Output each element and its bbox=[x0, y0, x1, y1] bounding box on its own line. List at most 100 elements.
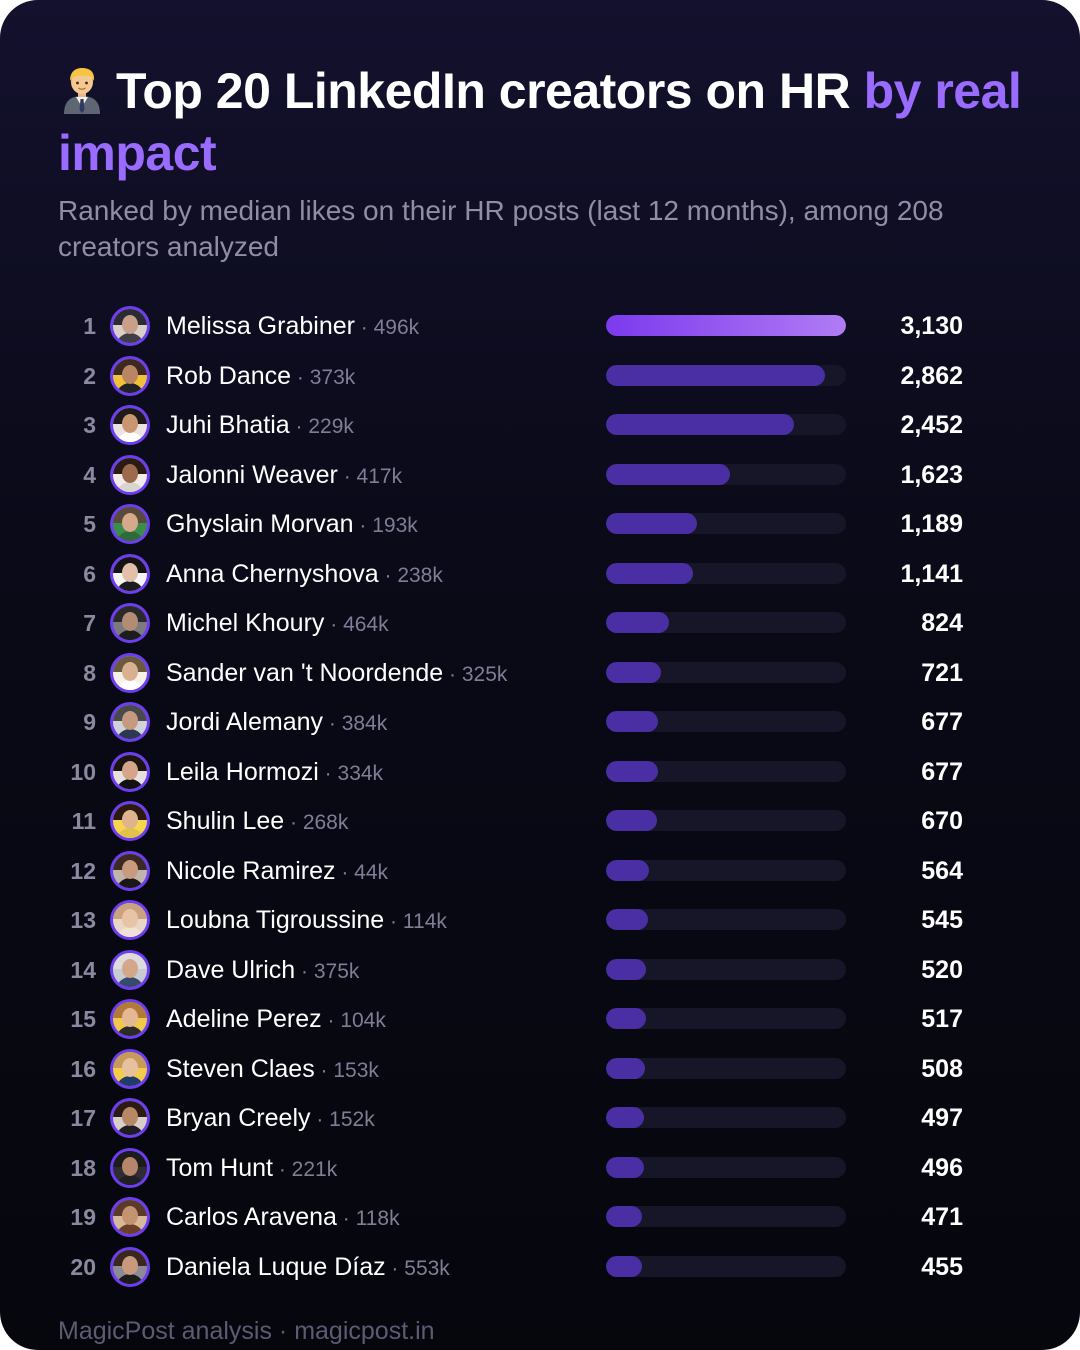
bar-track bbox=[606, 464, 846, 485]
follower-count: 464k bbox=[343, 613, 389, 636]
bar-track bbox=[606, 414, 846, 435]
bar-fill bbox=[606, 563, 693, 584]
follower-count: 384k bbox=[341, 712, 388, 735]
bar-track bbox=[606, 365, 846, 386]
separator-dot: · bbox=[310, 1108, 330, 1131]
separator-dot: · bbox=[384, 910, 403, 933]
rank-number: 19 bbox=[70, 1204, 96, 1230]
rank-number: 16 bbox=[70, 1056, 96, 1082]
creator-avatar bbox=[110, 702, 150, 742]
creator-avatar bbox=[110, 653, 150, 693]
bar-fill bbox=[606, 810, 657, 831]
median-likes-value: 471 bbox=[921, 1203, 963, 1231]
creator-name: Bryan Creely bbox=[166, 1104, 311, 1132]
median-likes-value: 2,862 bbox=[900, 362, 963, 390]
bar-fill bbox=[606, 414, 794, 435]
creator-avatar bbox=[110, 1098, 150, 1138]
rank-number: 15 bbox=[70, 1006, 96, 1032]
separator-dot: · bbox=[318, 762, 338, 785]
bar-fill bbox=[606, 662, 661, 683]
creator-name: Juhi Bhatia bbox=[166, 411, 290, 439]
separator-dot: · bbox=[337, 465, 357, 488]
bar-fill bbox=[606, 315, 846, 336]
bar-track bbox=[606, 1157, 846, 1178]
creator-avatar bbox=[110, 752, 150, 792]
bar-track bbox=[606, 513, 846, 534]
separator-dot: · bbox=[291, 366, 310, 389]
median-likes-value: 508 bbox=[921, 1055, 963, 1083]
creator-row: 6 Anna Chernyshova · 238k 1,141 bbox=[0, 552, 1080, 596]
creator-name: Steven Claes bbox=[166, 1055, 315, 1083]
bar-fill bbox=[606, 513, 697, 534]
follower-count: 496k bbox=[373, 316, 420, 339]
rank-number: 11 bbox=[71, 808, 96, 834]
bar-track bbox=[606, 761, 846, 782]
creator-name: Jordi Alemany bbox=[166, 708, 324, 736]
creator-row: 19 Carlos Aravena · 118k 471 bbox=[0, 1195, 1080, 1239]
follower-count: 238k bbox=[397, 564, 443, 587]
median-likes-value: 1,189 bbox=[900, 510, 963, 538]
bar-fill bbox=[606, 1206, 642, 1227]
page-title: Top 20 LinkedIn creators on HR by real i… bbox=[58, 60, 1038, 184]
creator-avatar bbox=[110, 356, 150, 396]
creator-name: Loubna Tigroussine bbox=[166, 906, 385, 934]
bar-fill bbox=[606, 464, 730, 485]
creator-name: Shulin Lee bbox=[166, 807, 285, 835]
creator-name: Tom Hunt bbox=[166, 1154, 273, 1182]
bar-fill bbox=[606, 1107, 644, 1128]
separator-dot: · bbox=[324, 613, 344, 636]
creator-row: 7 Michel Khoury · 464k 824 bbox=[0, 601, 1080, 645]
follower-count: 152k bbox=[329, 1108, 375, 1131]
page-subtitle: Ranked by median likes on their HR posts… bbox=[58, 195, 944, 262]
bar-fill bbox=[606, 1157, 644, 1178]
follower-count: 375k bbox=[313, 960, 360, 983]
title-highlight-text: by real impact bbox=[58, 63, 1022, 181]
follower-count: 153k bbox=[333, 1059, 379, 1082]
rank-number: 1 bbox=[83, 313, 96, 339]
rank-number: 12 bbox=[70, 858, 96, 884]
creator-avatar bbox=[110, 851, 150, 891]
creator-name: Ghyslain Morvan bbox=[166, 510, 354, 538]
creator-name: Michel Khoury bbox=[166, 609, 325, 637]
median-likes-value: 564 bbox=[921, 857, 963, 885]
bar-track bbox=[606, 959, 846, 980]
creator-row: 4 Jalonni Weaver · 417k 1,623 bbox=[0, 453, 1080, 497]
creator-row: 3 Juhi Bhatia · 229k 2,452 bbox=[0, 403, 1080, 447]
rank-number: 7 bbox=[83, 610, 96, 636]
bar-track bbox=[606, 810, 846, 831]
creator-avatar bbox=[110, 1197, 150, 1237]
bar-track bbox=[606, 1058, 846, 1079]
follower-count: 229k bbox=[308, 415, 354, 438]
creator-name: Daniela Luque Díaz bbox=[166, 1253, 386, 1281]
separator-dot: · bbox=[335, 861, 355, 884]
median-likes-value: 677 bbox=[921, 758, 963, 786]
median-likes-value: 1,141 bbox=[900, 560, 963, 588]
rank-number: 5 bbox=[83, 511, 96, 537]
creator-row: 13 Loubna Tigroussine · 114k 545 bbox=[0, 898, 1080, 942]
bar-fill bbox=[606, 612, 669, 633]
creator-avatar bbox=[110, 405, 150, 445]
separator-dot: · bbox=[443, 663, 462, 686]
rank-number: 10 bbox=[70, 759, 96, 785]
median-likes-value: 517 bbox=[921, 1005, 963, 1033]
bar-fill bbox=[606, 1058, 645, 1079]
creator-avatar bbox=[110, 603, 150, 643]
follower-count: 334k bbox=[337, 762, 384, 785]
median-likes-value: 497 bbox=[921, 1104, 963, 1132]
bar-fill bbox=[606, 365, 825, 386]
rank-number: 17 bbox=[70, 1105, 96, 1131]
separator-dot: · bbox=[378, 564, 398, 587]
follower-count: 325k bbox=[461, 663, 508, 686]
bar-track bbox=[606, 563, 846, 584]
bar-track bbox=[606, 711, 846, 732]
creator-avatar bbox=[110, 554, 150, 594]
median-likes-value: 677 bbox=[921, 708, 963, 736]
rank-number: 2 bbox=[83, 363, 96, 389]
follower-count: 553k bbox=[404, 1257, 450, 1280]
creator-avatar bbox=[110, 504, 150, 544]
creator-name: Melissa Grabiner bbox=[166, 312, 355, 340]
creator-avatar bbox=[110, 455, 150, 495]
follower-count: 417k bbox=[356, 465, 403, 488]
creator-name: Dave Ulrich bbox=[166, 956, 296, 984]
bar-track bbox=[606, 315, 846, 336]
